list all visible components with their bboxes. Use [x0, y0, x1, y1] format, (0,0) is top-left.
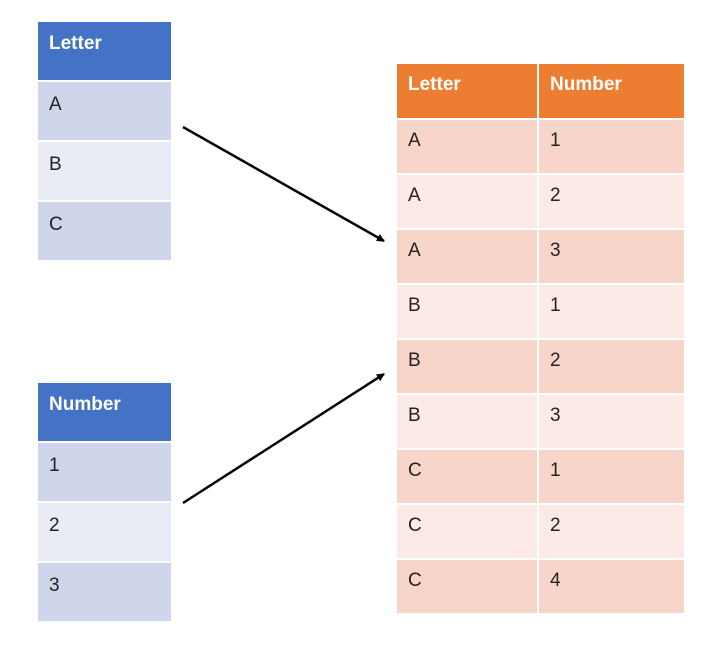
table-row: A	[36, 80, 173, 142]
table-row: 1	[36, 441, 173, 503]
letter-table-header: Letter	[36, 20, 173, 82]
table-row: 3	[36, 561, 173, 623]
result-number-cell: 2	[537, 338, 686, 395]
letter-cell: A	[36, 80, 173, 142]
number-table: Number 1 2 3	[36, 381, 173, 623]
result-letter-cell: A	[395, 173, 539, 230]
result-letter-cell: B	[395, 283, 539, 340]
table-row: B 2	[395, 338, 686, 395]
result-header-letter: Letter	[395, 62, 539, 120]
number-cell: 2	[36, 501, 173, 563]
result-letter-cell: C	[395, 558, 539, 615]
result-letter-cell: B	[395, 338, 539, 395]
table-row: C 4	[395, 558, 686, 615]
result-number-cell: 3	[537, 228, 686, 285]
letter-cell: B	[36, 140, 173, 202]
table-row: C 1	[395, 448, 686, 505]
result-letter-cell: C	[395, 448, 539, 505]
result-number-cell: 1	[537, 118, 686, 175]
table-row: B 3	[395, 393, 686, 450]
letter-cell: C	[36, 200, 173, 262]
table-row: C	[36, 200, 173, 262]
arrow-number-to-result	[182, 372, 385, 505]
result-letter-cell: B	[395, 393, 539, 450]
result-table: Letter Number A 1 A 2 A 3 B 1 B 2 B 3 C	[395, 62, 686, 615]
number-table-header: Number	[36, 381, 173, 443]
table-row: A 3	[395, 228, 686, 285]
arrow-letter-to-result	[182, 125, 385, 243]
result-number-cell: 2	[537, 173, 686, 230]
number-cell: 1	[36, 441, 173, 503]
number-cell: 3	[36, 561, 173, 623]
result-number-cell: 1	[537, 448, 686, 505]
result-number-cell: 3	[537, 393, 686, 450]
table-row: A 1	[395, 118, 686, 175]
result-number-cell: 4	[537, 558, 686, 615]
result-letter-cell: A	[395, 118, 539, 175]
table-row: C 2	[395, 503, 686, 560]
result-number-cell: 2	[537, 503, 686, 560]
table-row: A 2	[395, 173, 686, 230]
table-row: B 1	[395, 283, 686, 340]
table-row: B	[36, 140, 173, 202]
table-row: 2	[36, 501, 173, 563]
result-letter-cell: C	[395, 503, 539, 560]
result-number-cell: 1	[537, 283, 686, 340]
letter-table: Letter A B C	[36, 20, 173, 262]
result-letter-cell: A	[395, 228, 539, 285]
result-header-number: Number	[537, 62, 686, 120]
